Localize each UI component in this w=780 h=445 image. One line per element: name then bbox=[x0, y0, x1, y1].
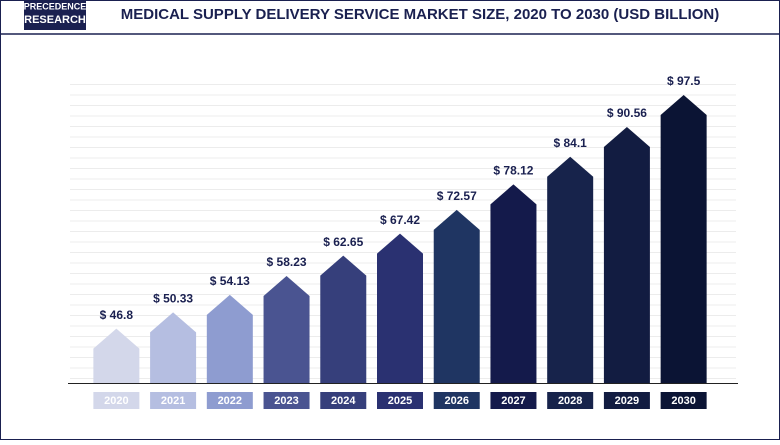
value-label: $ 72.57 bbox=[437, 189, 477, 203]
x-tick-label: 2028 bbox=[558, 395, 582, 407]
bar bbox=[660, 95, 707, 384]
category-box bbox=[93, 392, 140, 409]
bar bbox=[93, 328, 140, 383]
category-box bbox=[150, 392, 197, 409]
value-label: $ 84.1 bbox=[553, 136, 587, 150]
value-label: $ 78.12 bbox=[493, 163, 533, 177]
bar bbox=[150, 312, 197, 383]
category-box bbox=[206, 392, 253, 409]
bar bbox=[320, 255, 367, 383]
bar bbox=[547, 156, 594, 383]
category-box bbox=[377, 392, 423, 409]
bar bbox=[490, 184, 537, 383]
x-tick-label: 2025 bbox=[388, 395, 412, 407]
bar bbox=[206, 294, 253, 383]
value-label: $ 58.23 bbox=[267, 255, 307, 269]
category-box bbox=[660, 392, 707, 409]
x-tick-label: 2026 bbox=[444, 395, 468, 407]
bar bbox=[263, 275, 310, 383]
bar bbox=[377, 233, 423, 383]
x-tick-label: 2023 bbox=[274, 395, 298, 407]
value-label: $ 50.33 bbox=[153, 292, 193, 306]
x-tick-label: 2024 bbox=[331, 395, 356, 407]
x-tick-label: 2020 bbox=[104, 395, 128, 407]
x-tick-label: 2029 bbox=[615, 395, 639, 407]
x-tick-label: 2030 bbox=[671, 395, 695, 407]
value-label: $ 54.13 bbox=[210, 274, 250, 288]
value-label: $ 90.56 bbox=[607, 106, 647, 120]
bar bbox=[603, 126, 650, 383]
value-label: $ 62.65 bbox=[323, 235, 363, 249]
logo-box bbox=[24, 0, 86, 30]
category-box bbox=[320, 392, 367, 409]
category-box bbox=[433, 392, 480, 409]
x-tick-label: 2027 bbox=[501, 395, 525, 407]
value-label: $ 46.8 bbox=[100, 308, 134, 322]
chart-title: MEDICAL SUPPLY DELIVERY SERVICE MARKET S… bbox=[121, 6, 719, 23]
value-label: $ 97.5 bbox=[667, 74, 701, 88]
logo-text: PRECEDENCE bbox=[24, 1, 87, 11]
value-label: $ 67.42 bbox=[380, 213, 420, 227]
logo-text: RESEARCH bbox=[24, 14, 86, 26]
x-tick-label: 2022 bbox=[218, 395, 242, 407]
category-box bbox=[490, 392, 537, 409]
x-tick-label: 2021 bbox=[161, 395, 185, 407]
category-box bbox=[547, 392, 594, 409]
category-box bbox=[603, 392, 650, 409]
bar bbox=[433, 209, 480, 383]
category-box bbox=[263, 392, 310, 409]
